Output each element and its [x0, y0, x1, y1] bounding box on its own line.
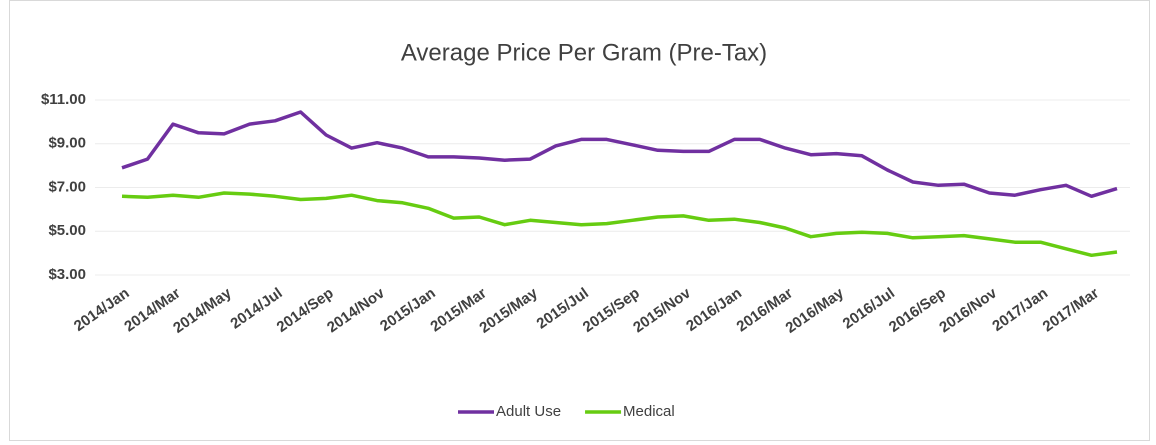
chart-frame — [10, 1, 1150, 441]
y-tick-label: $7.00 — [48, 178, 86, 195]
chart: Average Price Per Gram (Pre-Tax) $3.00 $5… — [0, 0, 1156, 445]
legend-label: Medical — [623, 403, 675, 420]
y-tick-label: $3.00 — [48, 266, 86, 283]
y-tick-label: $5.00 — [48, 222, 86, 239]
y-tick-label: $9.00 — [48, 135, 86, 152]
legend-label: Adult Use — [496, 403, 561, 420]
y-tick-label: $11.00 — [41, 91, 86, 108]
chart-title: Average Price Per Gram (Pre-Tax) — [401, 39, 767, 66]
